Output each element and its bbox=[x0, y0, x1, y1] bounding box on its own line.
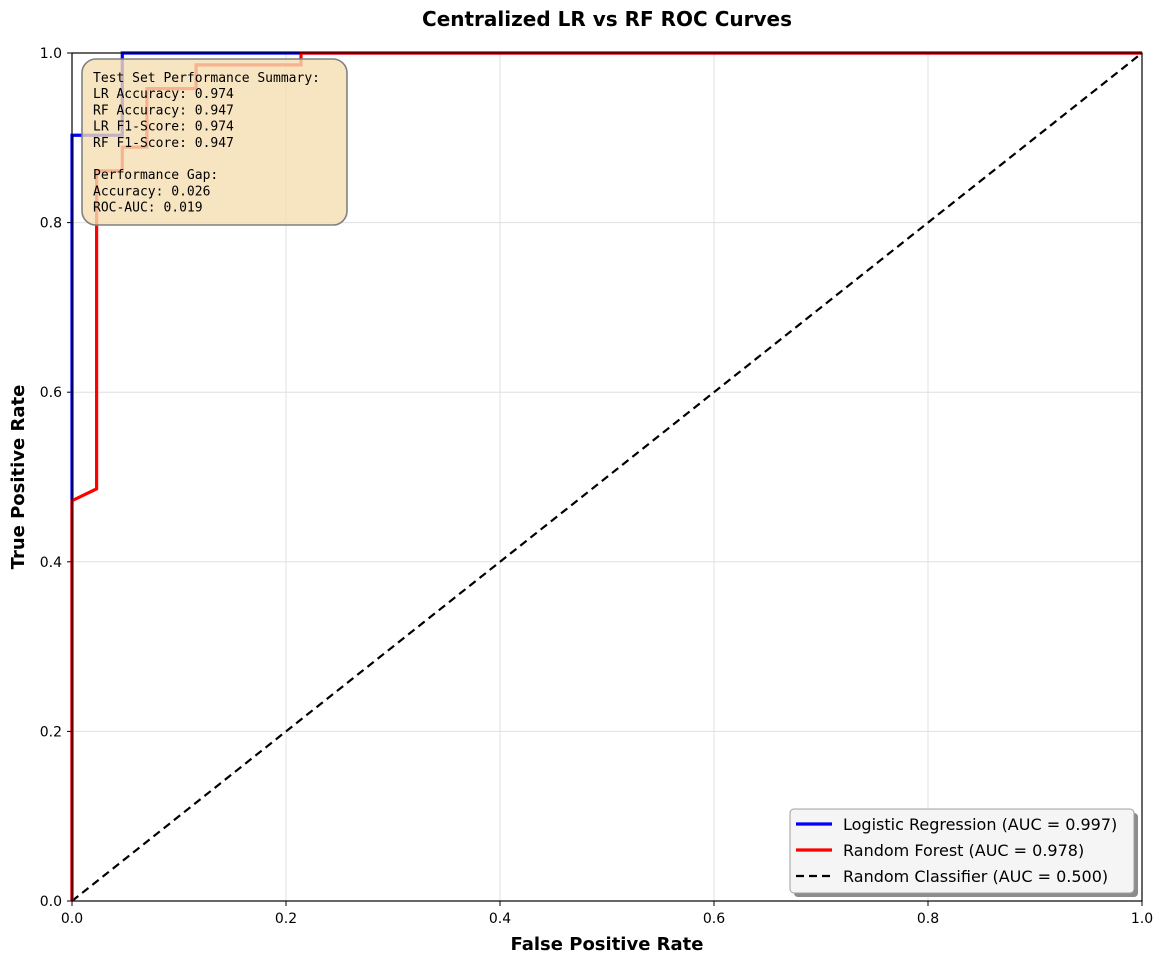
y-tick-label: 0.8 bbox=[40, 216, 62, 232]
summary-line: ROC-AUC: 0.019 bbox=[93, 201, 203, 216]
summary-line: Performance Gap: bbox=[93, 168, 218, 183]
performance-summary-box: Test Set Performance Summary:LR Accuracy… bbox=[81, 58, 348, 226]
y-axis-title: True Positive Rate bbox=[8, 385, 29, 570]
plot-frame bbox=[71, 52, 1143, 902]
x-tick-label: 1.0 bbox=[1131, 911, 1153, 927]
x-tick-label: 0.0 bbox=[61, 911, 83, 927]
summary-line: LR F1-Score: 0.974 bbox=[93, 120, 234, 135]
legend: Logistic Regression (AUC = 0.997) Random … bbox=[789, 808, 1138, 897]
chart-title: Centralized LR vs RF ROC Curves bbox=[422, 7, 792, 31]
x-tick-label: 0.4 bbox=[489, 911, 511, 927]
legend-label-2: Random Classifier (AUC = 0.500) bbox=[843, 867, 1108, 886]
summary-line: RF F1-Score: 0.947 bbox=[93, 136, 234, 151]
legend-label-0: Logistic Regression (AUC = 0.997) bbox=[843, 815, 1117, 834]
summary-box-background bbox=[81, 58, 348, 226]
x-tick-label: 0.8 bbox=[917, 911, 939, 927]
x-tick-label: 0.2 bbox=[275, 911, 297, 927]
ticks: 0.0 0.2 0.4 0.6 0.8 1.0 0.0 0.2 0.4 0.6 0.8 1.0 bbox=[40, 46, 1153, 927]
x-tick-label: 0.6 bbox=[703, 911, 725, 927]
summary-line: RF Accuracy: 0.947 bbox=[93, 103, 234, 118]
y-tick-label: 0.0 bbox=[40, 894, 62, 910]
y-tick-label: 0.6 bbox=[40, 385, 62, 401]
y-tick-label: 1.0 bbox=[40, 46, 62, 62]
summary-line: LR Accuracy: 0.974 bbox=[93, 87, 234, 102]
legend-box bbox=[789, 808, 1135, 894]
summary-line: Test Set Performance Summary: bbox=[93, 71, 320, 86]
legend-label-1: Random Forest (AUC = 0.978) bbox=[843, 841, 1084, 860]
y-tick-label: 0.2 bbox=[40, 724, 62, 740]
series-line-2 bbox=[71, 52, 1143, 902]
y-tick-label: 0.4 bbox=[40, 555, 62, 571]
x-axis-title: False Positive Rate bbox=[511, 934, 704, 955]
summary-line: Accuracy: 0.026 bbox=[93, 184, 210, 199]
